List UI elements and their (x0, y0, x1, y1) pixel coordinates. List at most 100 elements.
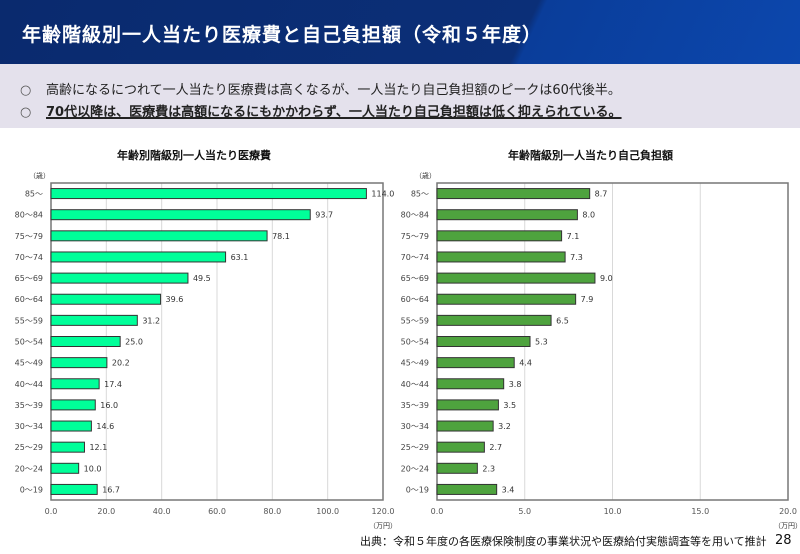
category-label: 35～39 (401, 401, 429, 410)
category-label: 45～49 (401, 359, 429, 368)
data-label: 8.0 (582, 211, 595, 220)
bar (50, 293, 162, 305)
category-label: 0～19 (406, 485, 429, 494)
category-label: 50～54 (401, 338, 429, 347)
y-axis-unit: （歳） (29, 171, 50, 180)
data-label: 4.4 (519, 359, 532, 368)
bar (436, 378, 505, 390)
bar (50, 272, 189, 284)
bar (50, 483, 98, 495)
data-label: 2.7 (489, 443, 502, 452)
x-tick-label: 15.0 (691, 507, 709, 516)
data-label: 6.5 (556, 316, 569, 325)
data-label: 17.4 (104, 380, 122, 389)
data-label: 3.5 (503, 401, 516, 410)
category-label: 80～84 (15, 211, 43, 220)
summary-text: 高齢になるにつれて一人当たり医療費は高くなるが、一人当たり自己負担額のピークは6… (46, 83, 621, 98)
bar (50, 441, 85, 453)
data-label: 7.9 (581, 295, 594, 304)
data-label: 10.0 (84, 464, 102, 473)
bullet-icon: ○ (20, 105, 32, 120)
category-label: 70～74 (401, 253, 429, 262)
data-label: 16.7 (102, 485, 120, 494)
bar (50, 357, 108, 369)
category-label: 40～44 (401, 380, 429, 389)
bar (436, 483, 498, 495)
data-label: 3.2 (498, 422, 511, 431)
category-label: 55～59 (401, 316, 429, 325)
data-label: 20.2 (112, 359, 130, 368)
bullet-icon: ○ (20, 83, 32, 98)
bar (50, 230, 268, 242)
category-label: 25～29 (15, 443, 43, 452)
page-title: 年齢階級別一人当たり医療費と自己負担額（令和５年度） (22, 24, 543, 46)
bar (50, 209, 311, 221)
category-label: 20～24 (401, 464, 429, 473)
data-label: 3.4 (502, 485, 515, 494)
y-axis-unit: （歳） (415, 171, 436, 180)
x-tick-label: 80.0 (263, 507, 281, 516)
chart-title-copay: 年齢階級別一人当たり自己負担額 (508, 149, 673, 162)
x-tick-label: 60.0 (208, 507, 226, 516)
bar (436, 272, 596, 284)
category-label: 80～84 (401, 211, 429, 220)
x-tick-label: 100.0 (316, 507, 339, 516)
data-label: 7.3 (570, 253, 583, 262)
category-label: 75～79 (15, 232, 43, 241)
category-label: 30～34 (15, 422, 43, 431)
summary-item: ○ 70代以降は、医療費は高額になるにもかかわらず、一人当たり自己負担額は低く抑え… (20, 101, 622, 120)
bar (50, 462, 80, 474)
bar (436, 188, 591, 200)
data-label: 3.8 (509, 380, 522, 389)
bar (50, 336, 121, 347)
category-label: 30～34 (401, 422, 429, 431)
data-label: 49.5 (193, 274, 211, 283)
category-label: 25～29 (401, 443, 429, 452)
x-tick-label: 5.0 (518, 507, 531, 516)
x-tick-label: 0.0 (431, 507, 444, 516)
bar (436, 399, 499, 411)
bar (436, 441, 485, 453)
bar (436, 230, 563, 242)
category-label: 85～ (25, 190, 43, 199)
bar (436, 209, 578, 221)
data-label: 31.2 (142, 316, 160, 325)
bar (50, 251, 227, 263)
x-axis-unit: （万円） (369, 522, 397, 530)
category-label: 20～24 (15, 464, 43, 473)
x-tick-label: 0.0 (45, 507, 58, 516)
category-label: 60～64 (401, 295, 429, 304)
bar (50, 188, 367, 200)
x-tick-label: 20.0 (97, 507, 115, 516)
data-label: 7.1 (567, 232, 580, 241)
category-label: 85～ (411, 190, 429, 199)
data-label: 8.7 (595, 190, 608, 199)
data-label: 16.0 (100, 401, 118, 410)
data-label: 12.1 (89, 443, 107, 452)
category-label: 40～44 (15, 380, 43, 389)
data-label: 63.1 (231, 253, 249, 262)
bar (50, 314, 138, 326)
summary-item: ○ 高齢になるにつれて一人当たり医療費は高くなるが、一人当たり自己負担額のピークは… (20, 79, 621, 98)
bar (50, 420, 92, 432)
x-tick-label: 40.0 (153, 507, 171, 516)
source-note: 出典：令和５年度の各医療保険制度の事業状況や医療給付実態調査等を用いて推計 (360, 535, 767, 548)
category-label: 35～39 (15, 401, 43, 410)
data-label: 5.3 (535, 338, 548, 347)
x-axis-unit: （万円） (774, 522, 800, 530)
category-label: 65～69 (401, 274, 429, 283)
bar (436, 336, 531, 347)
summary-box: ○ 高齢になるにつれて一人当たり医療費は高くなるが、一人当たり自己負担額のピークは… (0, 64, 800, 128)
category-label: 75～79 (401, 232, 429, 241)
bar (436, 251, 566, 263)
page-number: 28 (775, 533, 792, 548)
data-label: 25.0 (125, 338, 143, 347)
bar (436, 293, 577, 305)
data-label: 78.1 (272, 232, 290, 241)
category-label: 50～54 (15, 338, 43, 347)
bar (50, 378, 100, 390)
summary-text: 70代以降は、医療費は高額になるにもかかわらず、一人当たり自己負担額は低く抑えら… (46, 105, 622, 120)
category-label: 55～59 (15, 316, 43, 325)
bar (436, 462, 478, 474)
